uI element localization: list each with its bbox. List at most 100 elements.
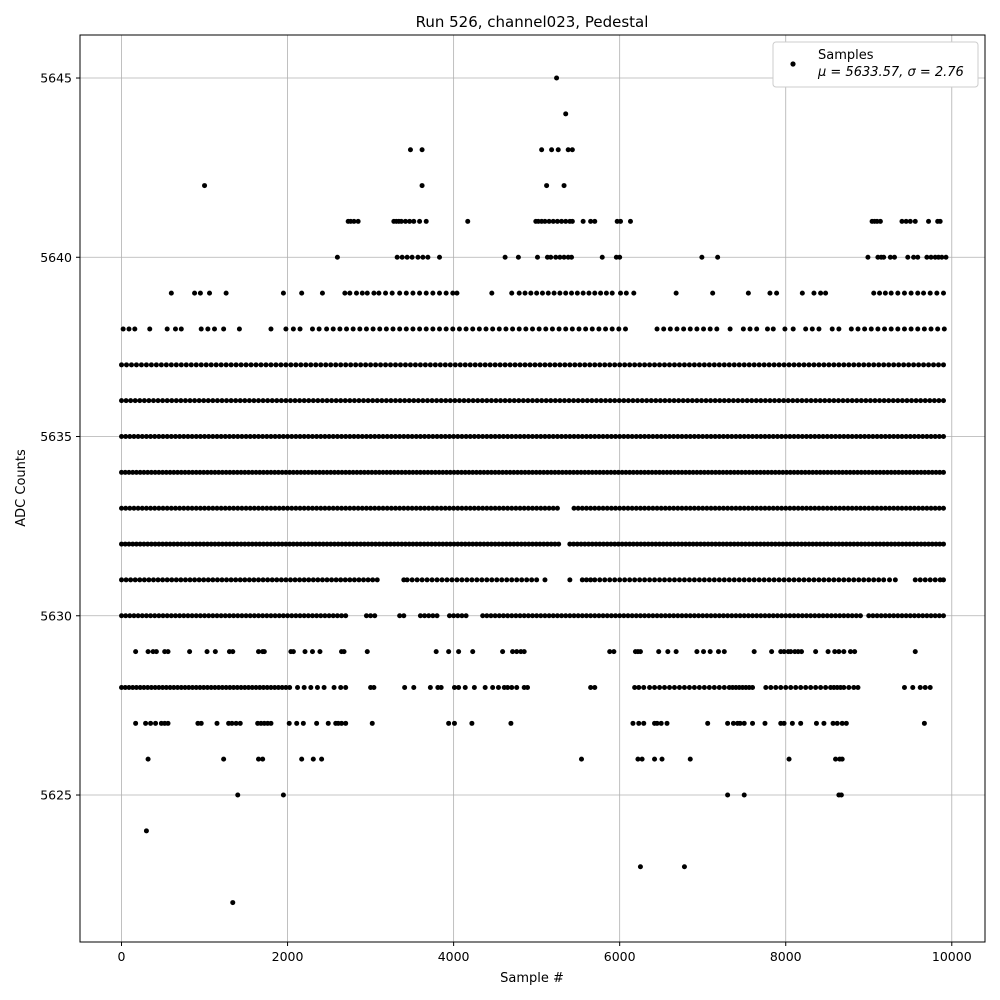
data-point xyxy=(886,362,892,368)
data-point xyxy=(579,613,585,619)
data-point xyxy=(380,505,386,511)
data-point xyxy=(563,111,569,117)
x-axis-label: Sample # xyxy=(500,971,564,986)
data-point xyxy=(705,720,711,726)
data-point xyxy=(480,613,486,619)
data-point xyxy=(647,362,653,368)
data-point xyxy=(728,541,734,547)
data-point xyxy=(249,469,255,475)
data-point xyxy=(274,577,280,583)
data-point xyxy=(866,541,872,547)
data-point xyxy=(837,613,843,619)
data-point xyxy=(328,469,334,475)
data-point xyxy=(515,254,521,260)
data-point xyxy=(811,290,817,296)
data-point xyxy=(395,541,401,547)
data-point xyxy=(417,218,423,224)
data-point xyxy=(363,362,369,368)
data-point xyxy=(825,469,831,475)
data-point xyxy=(374,577,380,583)
data-point xyxy=(721,684,727,690)
data-point xyxy=(855,326,861,332)
data-point xyxy=(588,505,594,511)
data-point xyxy=(164,577,170,583)
data-point xyxy=(774,290,780,296)
data-point xyxy=(223,290,229,296)
x-axis-ticks: 0 2000 4000 6000 8000 10000 xyxy=(118,942,972,964)
data-point xyxy=(662,362,668,368)
data-point xyxy=(770,505,776,511)
data-point xyxy=(293,434,299,440)
data-point xyxy=(393,362,399,368)
data-point xyxy=(160,398,166,404)
data-point xyxy=(438,398,444,404)
data-point xyxy=(525,505,531,511)
data-point xyxy=(456,649,462,655)
data-point xyxy=(866,469,872,475)
data-point xyxy=(474,577,480,583)
data-point xyxy=(280,290,286,296)
data-point xyxy=(292,577,298,583)
data-point xyxy=(582,362,588,368)
data-point xyxy=(141,577,147,583)
data-point xyxy=(299,290,305,296)
data-point xyxy=(920,434,926,440)
data-point xyxy=(580,218,586,224)
data-point xyxy=(231,541,237,547)
data-point xyxy=(878,613,884,619)
data-point xyxy=(657,362,663,368)
data-point xyxy=(443,290,449,296)
data-point xyxy=(328,362,334,368)
data-point xyxy=(609,290,615,296)
data-point xyxy=(446,505,452,511)
data-point xyxy=(627,218,633,224)
data-point xyxy=(791,577,797,583)
data-point xyxy=(862,434,868,440)
data-point xyxy=(841,649,847,655)
data-point xyxy=(546,505,552,511)
data-point xyxy=(551,290,557,296)
data-point xyxy=(924,505,930,511)
data-point xyxy=(456,326,462,332)
data-point xyxy=(339,434,345,440)
data-point xyxy=(561,254,567,260)
data-point xyxy=(301,434,307,440)
data-point xyxy=(246,577,252,583)
data-point xyxy=(720,469,726,475)
data-point xyxy=(895,434,901,440)
data-point xyxy=(177,613,183,619)
data-point xyxy=(223,362,229,368)
data-point xyxy=(189,505,195,511)
data-point xyxy=(393,505,399,511)
data-point xyxy=(239,613,245,619)
data-point xyxy=(356,398,362,404)
data-point xyxy=(691,362,697,368)
data-point xyxy=(686,469,692,475)
data-point xyxy=(705,541,711,547)
data-point xyxy=(197,684,203,690)
data-point xyxy=(165,720,171,726)
data-point xyxy=(716,613,722,619)
data-point xyxy=(709,469,715,475)
data-point xyxy=(219,577,225,583)
data-point xyxy=(137,577,143,583)
data-point xyxy=(446,613,452,619)
data-point xyxy=(322,434,328,440)
data-point xyxy=(630,398,636,404)
data-point xyxy=(305,434,311,440)
data-point xyxy=(873,469,879,475)
data-point xyxy=(728,469,734,475)
data-point xyxy=(704,613,710,619)
data-point xyxy=(415,254,421,260)
data-point xyxy=(329,398,335,404)
data-point xyxy=(597,577,603,583)
data-point xyxy=(822,398,828,404)
data-point xyxy=(575,434,581,440)
data-point xyxy=(662,505,668,511)
data-point xyxy=(470,398,476,404)
data-point xyxy=(402,469,408,475)
data-point xyxy=(417,326,423,332)
data-point xyxy=(326,505,332,511)
data-point xyxy=(278,577,284,583)
data-point xyxy=(656,649,662,655)
